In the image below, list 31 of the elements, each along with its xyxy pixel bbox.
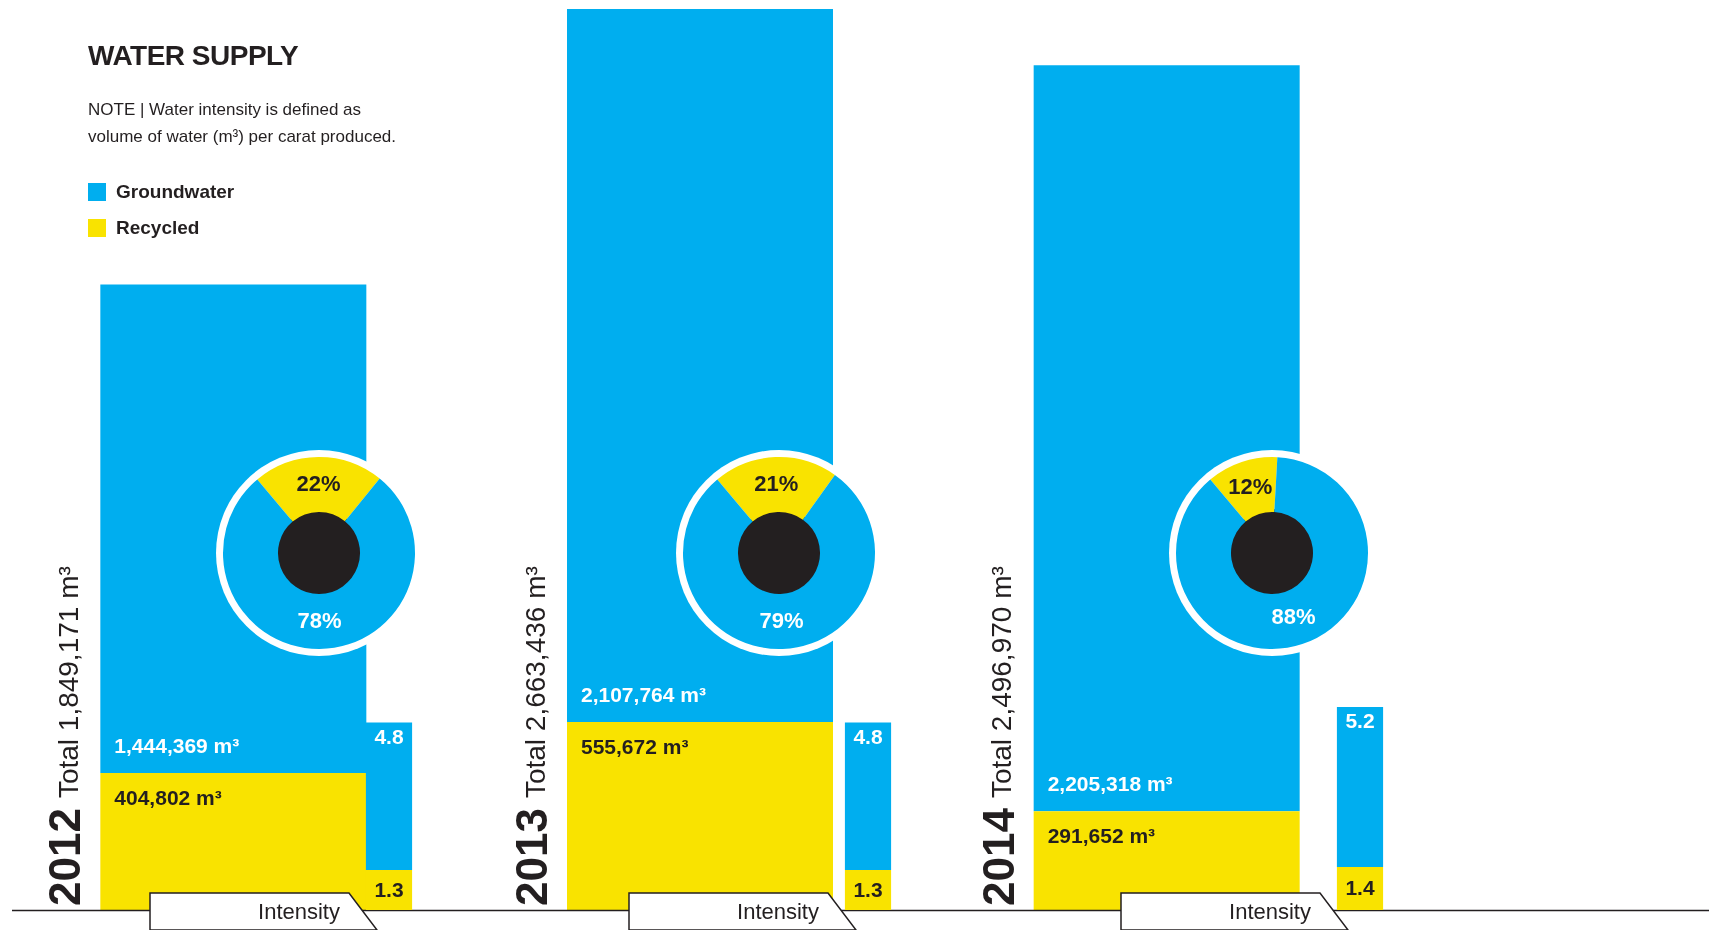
x-axis-title: Intensity	[257, 899, 341, 925]
data-label: 2,205,318 m³	[1047, 772, 1173, 796]
total-label: Total 2,663,436 m³	[519, 566, 551, 799]
data-label: 4.8	[853, 724, 883, 748]
data-label: 4.8	[374, 724, 404, 748]
data-label: 79%	[759, 607, 804, 633]
data-label: 1.3	[374, 877, 404, 901]
x-tick-label: 2013	[507, 808, 557, 906]
total-label: Total 2,496,970 m³	[986, 566, 1018, 799]
data-label: 21%	[754, 470, 799, 496]
text: WATER SUPPLY	[88, 40, 299, 72]
legend-label: Groundwater	[116, 181, 235, 203]
data-label: 5.2	[1345, 709, 1375, 733]
text: NOTE | Water intensity is defined as volume of water (m³) per carat produced.	[88, 99, 397, 148]
data-label: 1,444,369 m³	[114, 733, 240, 757]
data-label: 555,672 m³	[581, 734, 689, 758]
data-label: 88%	[1271, 604, 1316, 630]
total-label: Total 1,849,171 m³	[53, 566, 85, 799]
legend-label: Recycled	[116, 217, 200, 239]
data-label: 291,652 m³	[1047, 824, 1156, 848]
x-axis-title: Intensity	[1228, 899, 1312, 925]
data-label: 22%	[296, 470, 341, 496]
data-label: 1.4	[1345, 876, 1375, 900]
data-label: 2,107,764 m³	[581, 682, 706, 706]
x-tick-label: 2014	[973, 807, 1023, 906]
data-label: 1.3	[853, 877, 883, 901]
data-label: 12%	[1228, 474, 1273, 500]
data-label: 404,802 m³	[114, 785, 222, 809]
x-axis-title: Intensity	[736, 899, 820, 925]
x-tick-label: 2012	[40, 808, 90, 906]
data-label: 78%	[297, 607, 342, 633]
